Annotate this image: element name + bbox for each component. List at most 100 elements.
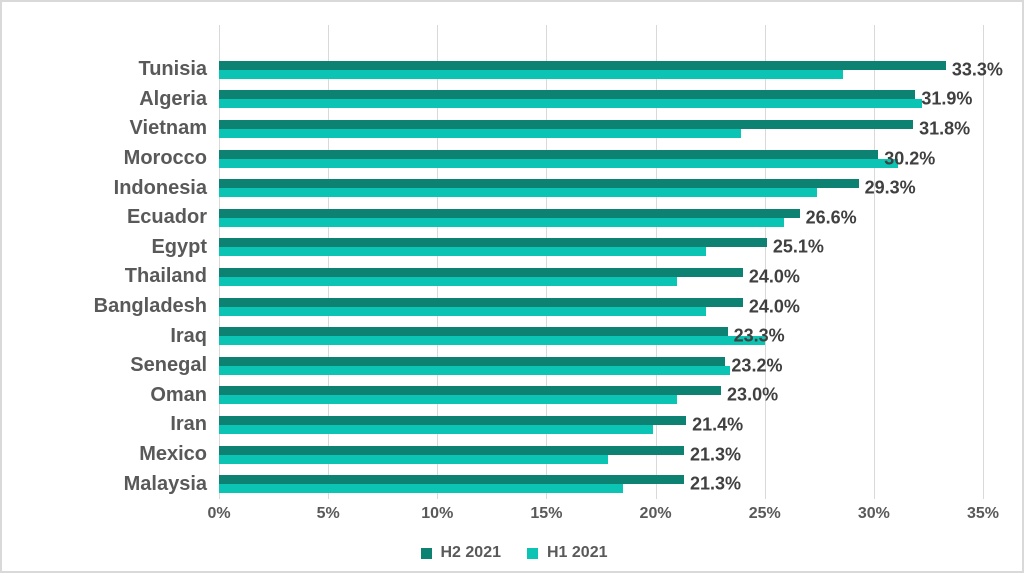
gridline-20% <box>655 25 657 499</box>
x-tick-15%: 15% <box>530 505 563 522</box>
legend-item-h1-2021: H1 2021 <box>527 544 608 562</box>
category-labels: Tunisia Algeria Vietnam Morocco Indonesia Ecu… <box>2 55 207 499</box>
data-label-bangladesh: 24.0% <box>748 296 800 317</box>
x-tick-20%: 20% <box>639 505 672 522</box>
bar-rows: 33.3% 31.9% 31.8% 30.2% 29.3% 26.6% 25.1% 24.0%… <box>219 55 1003 499</box>
category-label-indonesia: Indonesia <box>113 176 207 199</box>
category-label-iran: Iran <box>170 413 207 436</box>
category-label-ecuador: Ecuador <box>126 206 207 229</box>
bar-h2-2021-malaysia <box>219 475 684 485</box>
bar-row-tunisia: 33.3% <box>219 55 1003 85</box>
bar-h2-2021-senegal <box>219 356 726 366</box>
category-label-vietnam: Vietnam <box>129 117 207 140</box>
data-label-ecuador: 26.6% <box>805 207 857 228</box>
gridline-10% <box>437 25 439 499</box>
x-tick-35%: 35% <box>966 505 1000 522</box>
legend-label-h2: H2 2021 <box>440 544 502 561</box>
data-label-tunisia: 33.3% <box>951 59 1003 80</box>
bar-row-egypt: 25.1% <box>219 233 983 263</box>
bar-h1-2021-morocco <box>219 158 898 168</box>
category-label-bangladesh: Bangladesh <box>93 295 207 318</box>
bar-row-mexico: 21.3% <box>219 440 983 470</box>
data-label-algeria: 31.9% <box>921 88 973 109</box>
gridline-15% <box>546 25 548 499</box>
legend: H2 2021 H1 2021 <box>2 542 1022 564</box>
bar-h2-2021-vietnam <box>219 119 914 129</box>
plot-area: 33.3% 31.9% 31.8% 30.2% 29.3% 26.6% 25.1% 24.0%… <box>219 25 1003 499</box>
bar-h1-2021-ecuador <box>219 217 785 227</box>
bar-row-vietnam: 31.8% <box>219 114 983 144</box>
bar-h1-2021-iran <box>219 424 654 434</box>
bar-h1-2021-thailand <box>219 276 678 286</box>
bar-row-bangladesh: 24.0% <box>219 292 983 322</box>
category-label-morocco: Morocco <box>123 147 207 170</box>
category-label-malaysia: Malaysia <box>123 472 207 495</box>
gridline-35% <box>983 25 984 499</box>
category-label-egypt: Egypt <box>151 235 207 258</box>
bar-h1-2021-oman <box>219 395 678 405</box>
bar-h1-2021-indonesia <box>219 188 818 198</box>
data-label-vietnam: 31.8% <box>919 118 971 139</box>
bar-h2-2021-mexico <box>219 445 684 455</box>
bar-row-indonesia: 29.3% <box>219 173 983 203</box>
bar-row-iran: 21.4% <box>219 410 983 440</box>
category-label-oman: Oman <box>150 383 207 406</box>
data-label-indonesia: 29.3% <box>864 177 916 198</box>
x-tick-25%: 25% <box>748 505 781 522</box>
bar-h2-2021-bangladesh <box>219 297 743 307</box>
data-label-morocco: 30.2% <box>884 148 936 169</box>
bar-row-thailand: 24.0% <box>219 262 983 292</box>
data-label-thailand: 24.0% <box>748 266 800 287</box>
data-label-senegal: 23.2% <box>731 355 783 376</box>
bar-h2-2021-oman <box>219 386 722 396</box>
data-label-iraq: 23.3% <box>733 325 785 346</box>
bar-h2-2021-thailand <box>219 267 743 277</box>
bar-h1-2021-vietnam <box>219 128 741 138</box>
x-tick-30%: 30% <box>857 505 890 522</box>
legend-swatch-h2-icon <box>420 547 432 559</box>
bar-h2-2021-tunisia <box>219 60 946 70</box>
bar-row-algeria: 31.9% <box>219 85 983 115</box>
category-label-iraq: Iraq <box>170 324 207 347</box>
bar-row-oman: 23.0% <box>219 381 983 411</box>
bar-h2-2021-indonesia <box>219 179 859 189</box>
bar-h1-2021-bangladesh <box>219 306 706 316</box>
x-tick-5%: 5% <box>316 505 340 522</box>
bar-h2-2021-algeria <box>219 90 916 100</box>
bar-row-ecuador: 26.6% <box>219 203 983 233</box>
data-label-iran: 21.4% <box>692 414 744 435</box>
legend-label-h1: H1 2021 <box>547 544 608 561</box>
bar-h2-2021-ecuador <box>219 208 800 218</box>
gridline-0% <box>219 25 220 499</box>
category-label-senegal: Senegal <box>130 354 207 377</box>
bar-row-malaysia: 21.3% <box>219 469 983 499</box>
bar-h1-2021-algeria <box>219 99 922 109</box>
bar-h2-2021-morocco <box>219 149 879 159</box>
bar-row-morocco: 30.2% <box>219 144 983 174</box>
bar-h2-2021-iraq <box>219 327 728 337</box>
bar-h2-2021-iran <box>219 415 687 425</box>
bar-h1-2021-egypt <box>219 247 706 257</box>
bar-h1-2021-senegal <box>219 365 730 375</box>
category-label-thailand: Thailand <box>124 265 207 288</box>
x-tick-10%: 10% <box>421 505 454 522</box>
legend-item-h2-2021: H2 2021 <box>420 544 502 562</box>
x-tick-0%: 0% <box>207 505 231 522</box>
data-label-malaysia: 21.3% <box>689 473 741 494</box>
bar-row-senegal: 23.2% <box>219 351 983 381</box>
bar-h1-2021-malaysia <box>219 484 623 494</box>
bar-h1-2021-mexico <box>219 454 608 464</box>
gridline-25% <box>764 25 766 499</box>
data-label-egypt: 25.1% <box>772 236 824 257</box>
legend-swatch-h1-icon <box>527 547 538 559</box>
category-label-tunisia: Tunisia <box>138 58 207 81</box>
data-label-mexico: 21.3% <box>689 444 741 465</box>
gridline-5% <box>328 25 330 499</box>
category-label-algeria: Algeria <box>139 87 207 110</box>
data-label-oman: 23.0% <box>727 384 779 405</box>
bar-h1-2021-iraq <box>219 336 765 346</box>
gridlines <box>219 25 984 499</box>
gridline-30% <box>873 25 875 499</box>
bar-h2-2021-egypt <box>219 238 767 248</box>
